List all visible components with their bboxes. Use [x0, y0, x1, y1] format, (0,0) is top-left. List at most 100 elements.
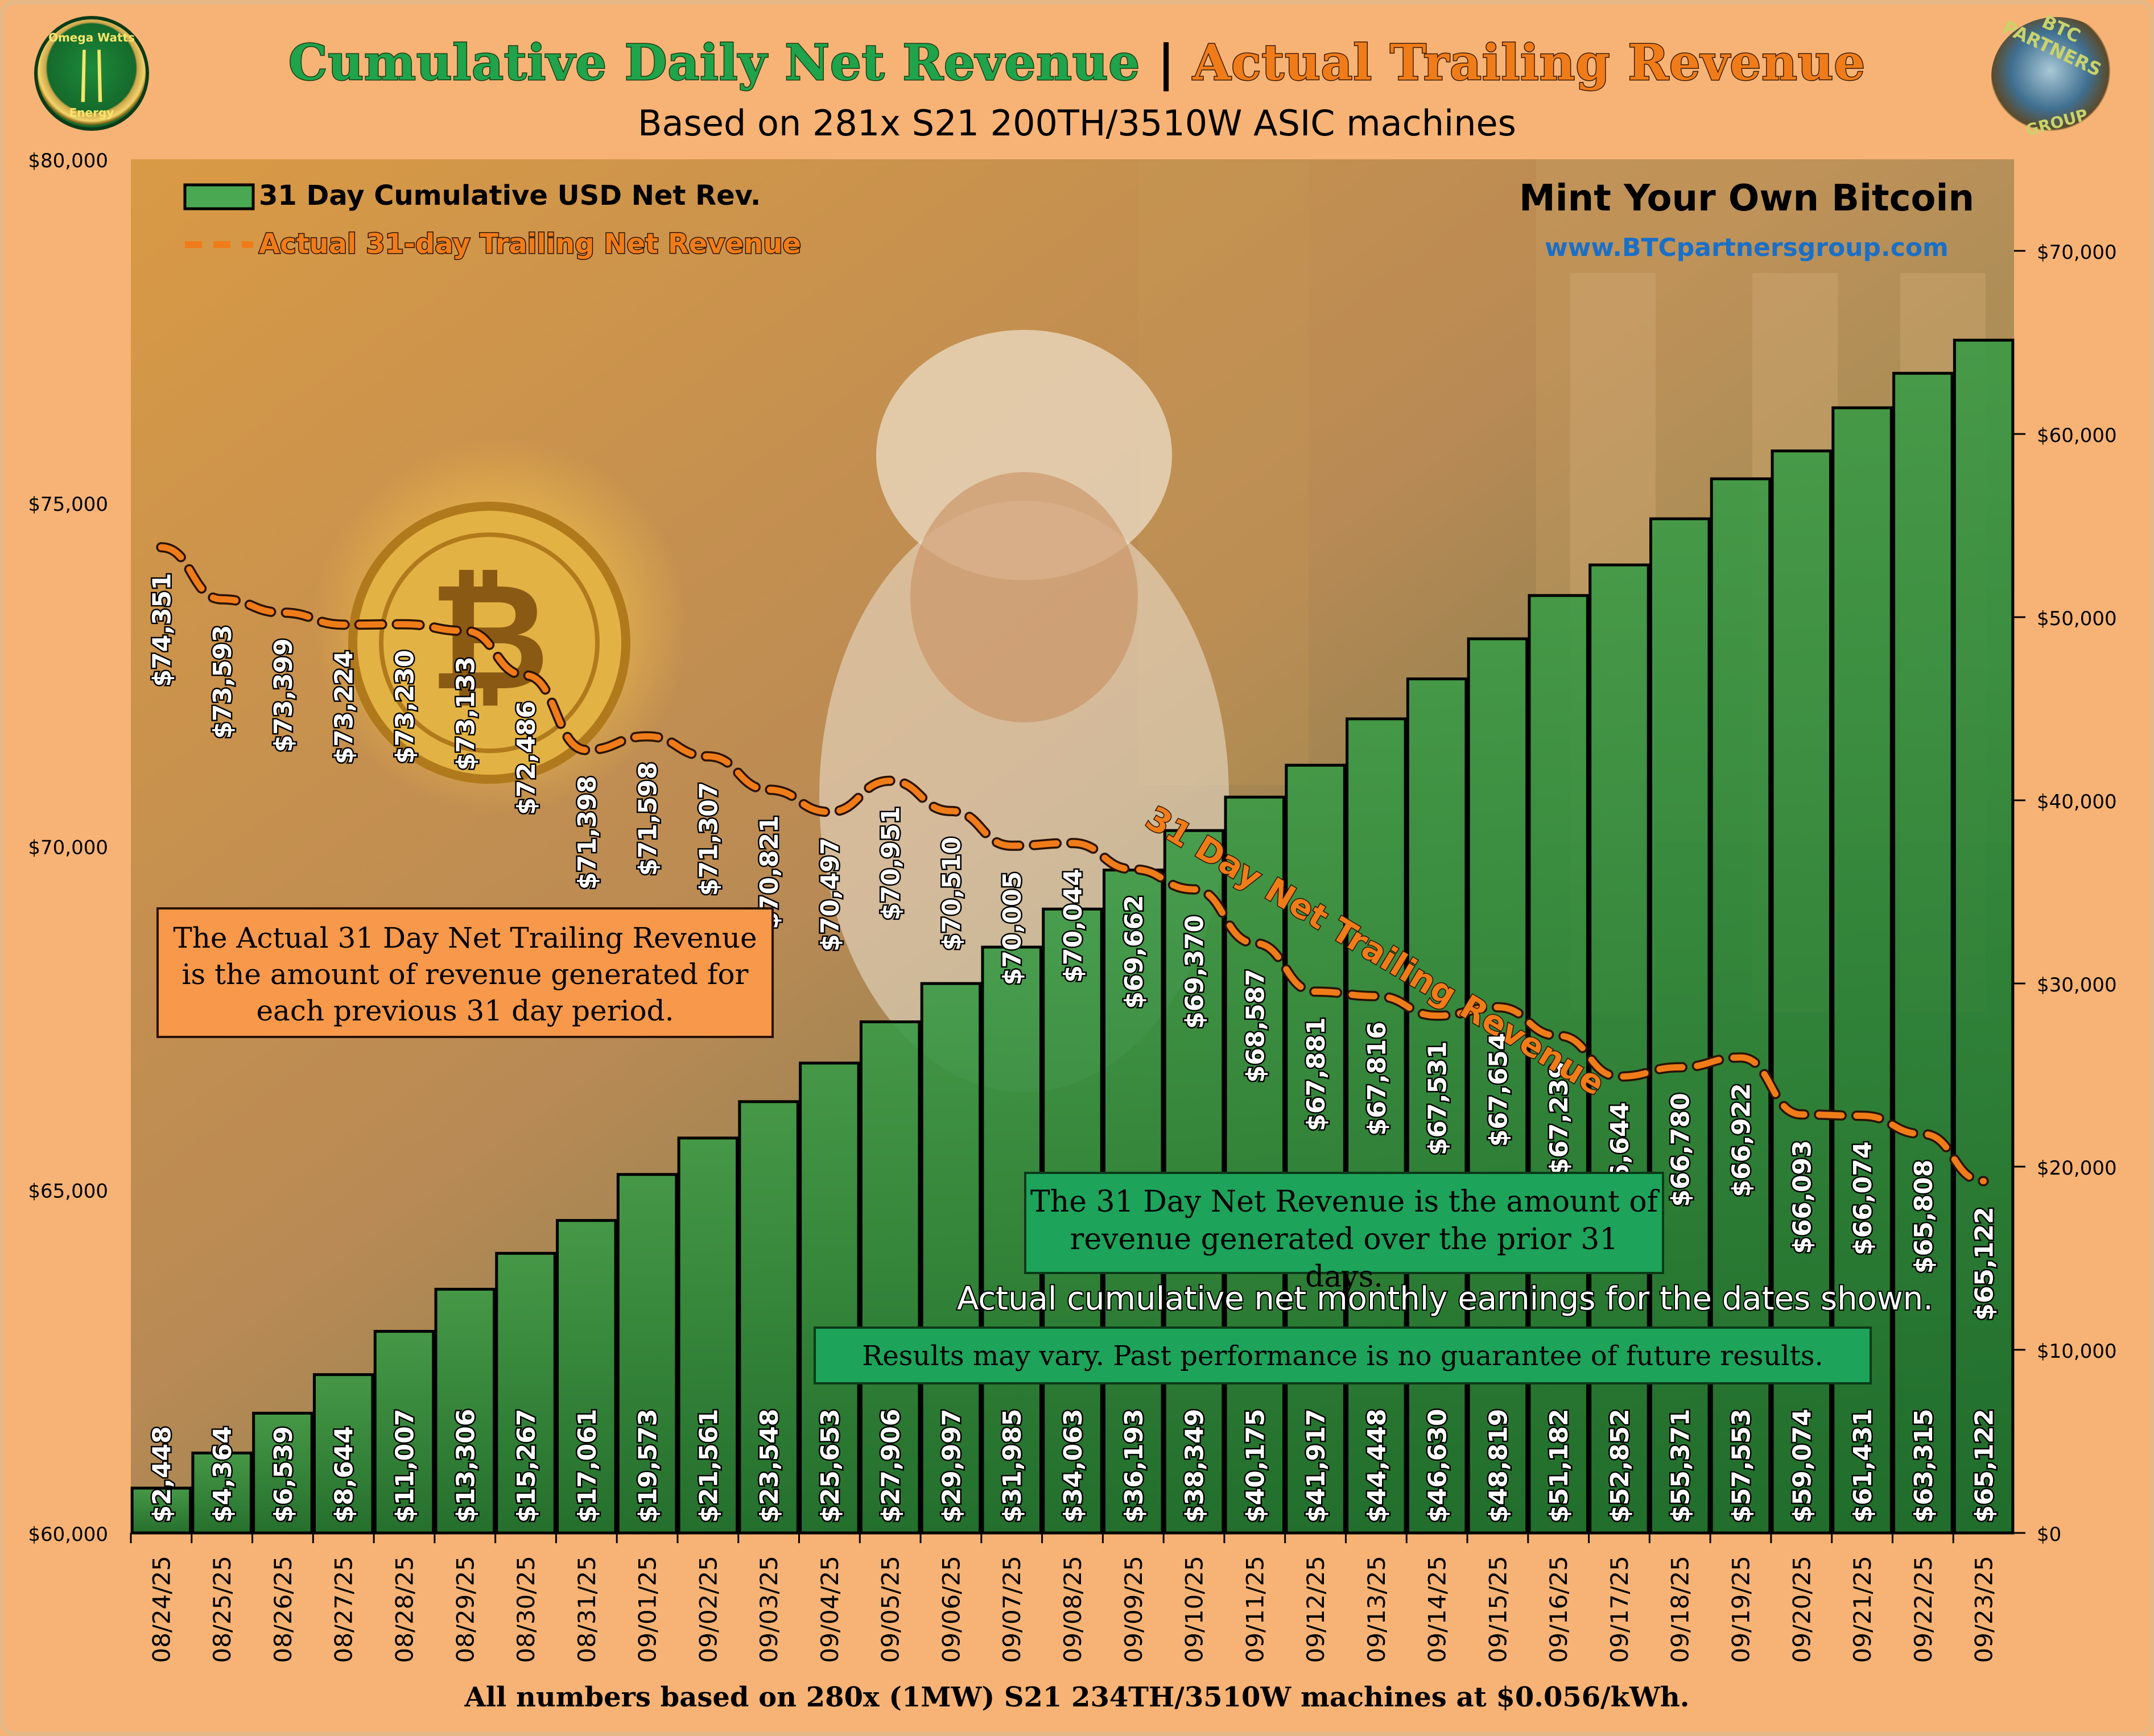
line-series: [156, 542, 1989, 1187]
bar-value-label: $8,644: [330, 1426, 359, 1523]
bar-09/17/25: [1588, 563, 1650, 1535]
green-box-line-1: The 31 Day Net Revenue is the amount of: [1030, 1185, 1658, 1219]
legend-line-label: Actual 31-day Trailing Net Revenue: [259, 228, 801, 260]
line-value-label: $66,780: [1666, 1093, 1695, 1206]
x-axis-tick: 09/16/25: [1545, 1556, 1573, 1663]
bar-09/06/25: [920, 982, 982, 1535]
omega-watts-logo: Omega Watts Energy: [34, 16, 149, 131]
bar-value-label: $61,431: [1848, 1409, 1877, 1523]
line-value-label: $72,486: [512, 701, 541, 815]
line-value-label: $73,133: [451, 656, 480, 770]
line-value-label: $66,922: [1727, 1083, 1756, 1197]
bar-value-label: $2,448: [147, 1426, 176, 1523]
right-axis-tick: $40,000: [2037, 791, 2117, 813]
bar-value-label: $38,349: [1181, 1409, 1210, 1523]
left-axis-tick: $75,000: [28, 493, 108, 516]
brand-url: www.BTCpartnersgroup.com: [1545, 233, 1949, 262]
bar-09/12/25: [1285, 763, 1346, 1535]
x-axis-tick: 08/29/25: [451, 1556, 479, 1663]
bar-value-label: $41,917: [1302, 1409, 1331, 1523]
x-axis-tick: 09/23/25: [1970, 1556, 1998, 1663]
btc-partners-logo: BTC PARTNERS GROUP: [1991, 11, 2122, 140]
bar-09/03/25: [738, 1100, 799, 1535]
x-axis-tick: 09/10/25: [1181, 1556, 1208, 1663]
x-axis-tick: 09/04/25: [816, 1556, 844, 1663]
x-axis-tick: 08/26/25: [269, 1556, 297, 1663]
line-value-label: $68,587: [1241, 969, 1270, 1082]
bar-09/22/25: [1892, 371, 1954, 1535]
chart-subtitle: Based on 281x S21 200TH/3510W ASIC machi…: [638, 102, 1516, 144]
logo-left-top-text: Omega Watts: [48, 31, 135, 44]
x-axis: 08/24/25 08/25/25 08/26/25 08/27/25 08/28/25…: [130, 1532, 2014, 1663]
legend-bar-label: 31 Day Cumulative USD Net Rev.: [259, 180, 761, 212]
bar-value-label: $40,175: [1241, 1409, 1270, 1523]
bar-value-label: $52,852: [1606, 1409, 1635, 1523]
x-axis-tick: 09/12/25: [1302, 1556, 1330, 1663]
line-value-label: $69,662: [1120, 895, 1149, 1008]
line-value-label: $70,497: [816, 837, 845, 951]
x-axis-tick: 09/08/25: [1059, 1556, 1087, 1663]
right-axis-tick: $20,000: [2037, 1157, 2117, 1180]
bar-value-label: $25,653: [816, 1409, 845, 1523]
x-axis-tick: 09/17/25: [1606, 1556, 1633, 1663]
line-value-label: $71,398: [573, 776, 602, 890]
x-axis-tick: 09/20/25: [1788, 1556, 1815, 1663]
line-value-label: $70,005: [998, 871, 1027, 985]
bar-09/05/25: [859, 1020, 921, 1535]
x-axis-tick: 08/31/25: [573, 1556, 601, 1663]
line-value-label: $67,654: [1484, 1033, 1513, 1147]
line-value-label: $70,510: [937, 837, 966, 950]
right-axis-tick: $30,000: [2037, 974, 2117, 997]
line-value-label: $73,399: [269, 638, 298, 752]
bar-value-label: $44,448: [1363, 1409, 1392, 1523]
x-axis-tick: 08/24/25: [147, 1556, 175, 1663]
bar-value-label: $31,985: [998, 1409, 1027, 1523]
bar-value-label: $48,819: [1484, 1409, 1513, 1523]
x-axis-tick: 09/09/25: [1120, 1556, 1148, 1663]
line-value-label: $71,307: [694, 782, 723, 896]
left-axis-tick: $80,000: [28, 150, 108, 172]
bar-value-label: $6,539: [269, 1426, 298, 1523]
chart-title: Cumulative Daily Net Revenue | Actual Trai…: [0, 34, 2154, 93]
bar-09/11/25: [1224, 795, 1286, 1535]
line-value-label: $67,239: [1545, 1061, 1574, 1175]
title-left: Cumulative Daily Net Revenue: [287, 34, 1141, 93]
x-axis-tick: 09/07/25: [998, 1556, 1026, 1663]
line-value-label: $74,351: [147, 573, 176, 687]
line-value-label: $65,808: [1909, 1160, 1938, 1274]
line-value-label: $67,881: [1302, 1017, 1331, 1131]
bar-value-label: $11,007: [390, 1409, 419, 1523]
bar-value-label: $19,573: [634, 1409, 663, 1523]
line-value-label: $73,230: [390, 650, 419, 763]
line-value-label: $66,074: [1848, 1142, 1877, 1255]
right-axis-tick: $70,000: [2037, 241, 2117, 264]
orange-info-box: The Actual 31 Day Net Trailing Revenue i…: [156, 907, 774, 1038]
x-axis-tick: 09/21/25: [1848, 1556, 1876, 1663]
right-axis-tick: $60,000: [2037, 424, 2117, 447]
bar-value-label: $34,063: [1059, 1409, 1088, 1523]
disclaimer-text: Results may vary. Past performance is no…: [862, 1340, 1823, 1372]
left-axis-tick: $60,000: [28, 1523, 108, 1546]
line-value-label: $65,122: [1970, 1207, 1999, 1321]
bar-value-label: $15,267: [512, 1409, 541, 1523]
line-value-label: $66,093: [1788, 1140, 1817, 1254]
line-value-label: $67,531: [1423, 1041, 1452, 1155]
right-axis-tick: $0: [2037, 1523, 2061, 1546]
x-axis-tick: 09/02/25: [694, 1556, 722, 1663]
chart-legend: 31 Day Cumulative USD Net Rev. Actual 31…: [183, 180, 802, 261]
right-axis: $0 $10,000 $20,000 $30,000 $40,000 $50,000 $60…: [2014, 241, 2117, 1546]
bar-value-label: $13,306: [451, 1409, 480, 1523]
brand-headline: Mint Your Own Bitcoin: [1519, 177, 1974, 220]
disclaimer-box: Results may vary. Past performance is no…: [814, 1326, 1872, 1384]
bar-value-label: $4,364: [208, 1426, 237, 1523]
x-axis-tick: 08/27/25: [330, 1556, 358, 1663]
x-axis-tick: 09/13/25: [1363, 1556, 1390, 1663]
x-axis-tick: 08/30/25: [512, 1556, 540, 1663]
bar-08/27/25: [312, 1373, 374, 1535]
title-right: Actual Trailing Revenue: [1192, 34, 1866, 93]
footer-note: All numbers based on 280x (1MW) S21 234T…: [464, 1681, 1690, 1713]
bar-08/28/25: [373, 1330, 435, 1535]
green-box-line-2: revenue generated over the prior 31 days…: [1070, 1222, 1619, 1294]
x-axis-tick: 09/18/25: [1666, 1556, 1694, 1663]
bar-value-label: $51,182: [1545, 1409, 1574, 1523]
